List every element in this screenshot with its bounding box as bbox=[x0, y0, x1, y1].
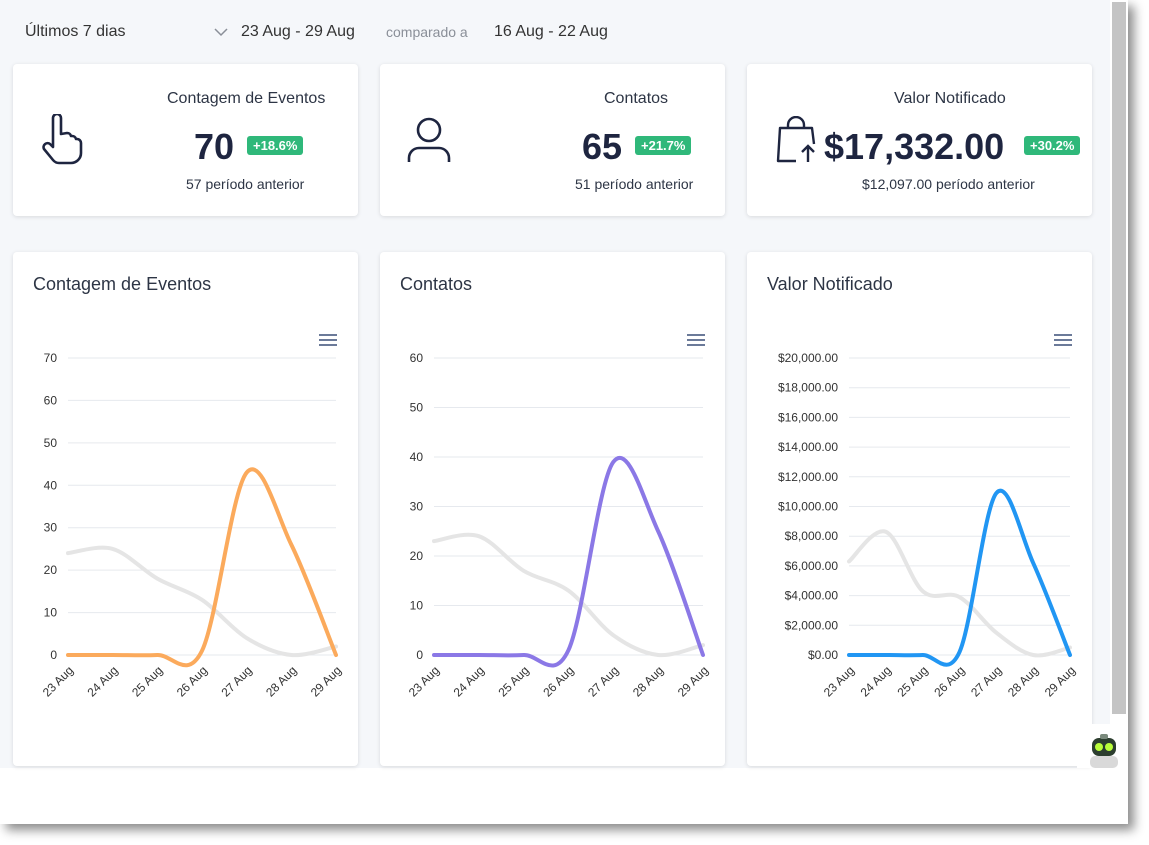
chart-card-contacts: Contatos 0 10 20 30 40 50 60 23 Aug 24 Aug 25 Aug… bbox=[380, 252, 725, 766]
line-chart: 0 10 20 30 40 50 60 23 Aug 24 Aug 25 Aug 26 Aug 27 … bbox=[406, 351, 711, 700]
y-tick-label: 40 bbox=[44, 478, 58, 492]
x-tick-label: 23 Aug bbox=[821, 663, 857, 699]
x-tick-label: 23 Aug bbox=[406, 663, 442, 699]
compared-label: comparado a bbox=[386, 24, 468, 40]
menu-icon[interactable] bbox=[687, 334, 705, 348]
line-chart: $0.00 $2,000.00 $4,000.00 $6,000.00 $8,000.0… bbox=[778, 351, 1078, 700]
x-tick-label: 25 Aug bbox=[894, 663, 930, 699]
series-line-current bbox=[66, 467, 338, 668]
y-tick-label: 30 bbox=[410, 500, 424, 514]
y-tick-label: 0 bbox=[416, 648, 423, 662]
change-badge: +18.6% bbox=[247, 136, 304, 155]
x-tick-label: 24 Aug bbox=[451, 663, 487, 699]
x-tick-label: 29 Aug bbox=[308, 663, 344, 699]
y-tick-label: 10 bbox=[410, 599, 424, 613]
y-tick-label: $6,000.00 bbox=[785, 559, 839, 573]
scrollbar-thumb[interactable] bbox=[1112, 2, 1126, 714]
series-line-current bbox=[432, 456, 705, 668]
x-tick-label: 29 Aug bbox=[1042, 663, 1078, 699]
x-tick-label: 26 Aug bbox=[931, 663, 967, 699]
x-tick-label: 28 Aug bbox=[1005, 663, 1041, 699]
user-icon bbox=[407, 117, 451, 162]
chart-title: Contagem de Eventos bbox=[33, 274, 212, 294]
x-tick-label: 26 Aug bbox=[540, 663, 576, 699]
y-tick-label: $16,000.00 bbox=[778, 410, 838, 424]
stat-title: Valor Notificado bbox=[894, 90, 1006, 107]
chart-card-value: Valor Notificado $0.00 $2,000.00 $4,000.00… bbox=[747, 252, 1092, 766]
x-tick-label: 25 Aug bbox=[495, 663, 531, 699]
series-line-previous bbox=[432, 532, 705, 658]
date-range[interactable]: 23 Aug - 29 Aug bbox=[241, 23, 355, 40]
stat-value: 70 bbox=[194, 126, 235, 167]
window: Últimos 7 dias 23 Aug - 29 Aug comparado… bbox=[13, 2, 1127, 768]
y-tick-label: $8,000.00 bbox=[785, 529, 839, 543]
y-tick-label: 60 bbox=[410, 351, 424, 365]
x-tick-label: 28 Aug bbox=[630, 663, 666, 699]
stat-card-value: Valor Notificado $17,332.00 +30.2% $12,0… bbox=[747, 64, 1092, 216]
previous-period: 51 período anterior bbox=[575, 176, 694, 192]
y-tick-label: 10 bbox=[44, 606, 58, 620]
change-badge: +21.7% bbox=[635, 136, 692, 155]
stat-title: Contagem de Eventos bbox=[167, 90, 326, 107]
x-tick-label: 26 Aug bbox=[174, 663, 210, 699]
x-tick-label: 27 Aug bbox=[968, 663, 1004, 699]
x-tick-label: 24 Aug bbox=[858, 663, 894, 699]
stat-value: $17,332.00 bbox=[824, 126, 1005, 167]
y-tick-label: $12,000.00 bbox=[778, 470, 838, 484]
y-tick-label: $2,000.00 bbox=[785, 618, 839, 632]
series-line-current bbox=[847, 488, 1072, 667]
x-tick-label: 23 Aug bbox=[40, 663, 76, 699]
chat-assistant-button[interactable] bbox=[1077, 724, 1127, 768]
chevron-down-icon[interactable] bbox=[214, 27, 228, 37]
stat-title: Contatos bbox=[604, 90, 669, 107]
y-tick-label: $18,000.00 bbox=[778, 381, 838, 395]
chart-title: Valor Notificado bbox=[767, 274, 893, 294]
period-select-label: Últimos 7 dias bbox=[25, 23, 126, 40]
y-tick-label: $4,000.00 bbox=[785, 589, 839, 603]
stat-card-contacts: Contatos 65 +21.7% 51 período anterior bbox=[380, 64, 725, 216]
y-tick-label: 50 bbox=[44, 436, 58, 450]
y-tick-label: 70 bbox=[44, 351, 58, 365]
x-tick-label: 29 Aug bbox=[675, 663, 711, 699]
compare-range[interactable]: 16 Aug - 22 Aug bbox=[494, 23, 608, 40]
x-tick-label: 25 Aug bbox=[129, 663, 165, 699]
y-tick-label: 60 bbox=[44, 393, 58, 407]
x-tick-label: 27 Aug bbox=[218, 663, 254, 699]
y-tick-label: $10,000.00 bbox=[778, 500, 838, 514]
stat-value: 65 bbox=[582, 126, 623, 167]
menu-icon[interactable] bbox=[319, 334, 337, 348]
change-badge: +30.2% bbox=[1024, 136, 1081, 155]
y-tick-label: 20 bbox=[410, 549, 424, 563]
hand-pointer-icon bbox=[42, 114, 83, 165]
previous-period: 57 período anterior bbox=[186, 176, 305, 192]
stat-card-events: Contagem de Eventos 70 +18.6% 57 período… bbox=[13, 64, 358, 216]
dashboard: Últimos 7 dias 23 Aug - 29 Aug comparado… bbox=[13, 22, 1092, 766]
y-tick-label: $0.00 bbox=[808, 648, 838, 662]
y-tick-label: $14,000.00 bbox=[778, 440, 838, 454]
chart-card-events: Contagem de Eventos 0 10 20 30 40 50 60 70 23 Au… bbox=[13, 252, 358, 766]
y-tick-label: 0 bbox=[50, 648, 57, 662]
chart-title: Contatos bbox=[400, 274, 473, 294]
y-tick-label: 20 bbox=[44, 563, 58, 577]
x-tick-label: 28 Aug bbox=[263, 663, 299, 699]
robot-icon bbox=[1090, 734, 1118, 768]
shopping-bag-icon bbox=[776, 116, 816, 163]
period-select[interactable]: Últimos 7 dias bbox=[25, 22, 125, 42]
x-tick-label: 27 Aug bbox=[585, 663, 621, 699]
y-tick-label: 30 bbox=[44, 521, 58, 535]
x-tick-label: 24 Aug bbox=[84, 663, 120, 699]
y-tick-label: 40 bbox=[410, 450, 424, 464]
y-tick-label: 50 bbox=[410, 401, 424, 415]
series-line-previous bbox=[847, 529, 1072, 658]
y-tick-label: $20,000.00 bbox=[778, 351, 838, 365]
series-line-previous bbox=[66, 545, 338, 658]
menu-icon[interactable] bbox=[1054, 334, 1072, 348]
previous-period: $12,097.00 período anterior bbox=[862, 176, 1035, 192]
